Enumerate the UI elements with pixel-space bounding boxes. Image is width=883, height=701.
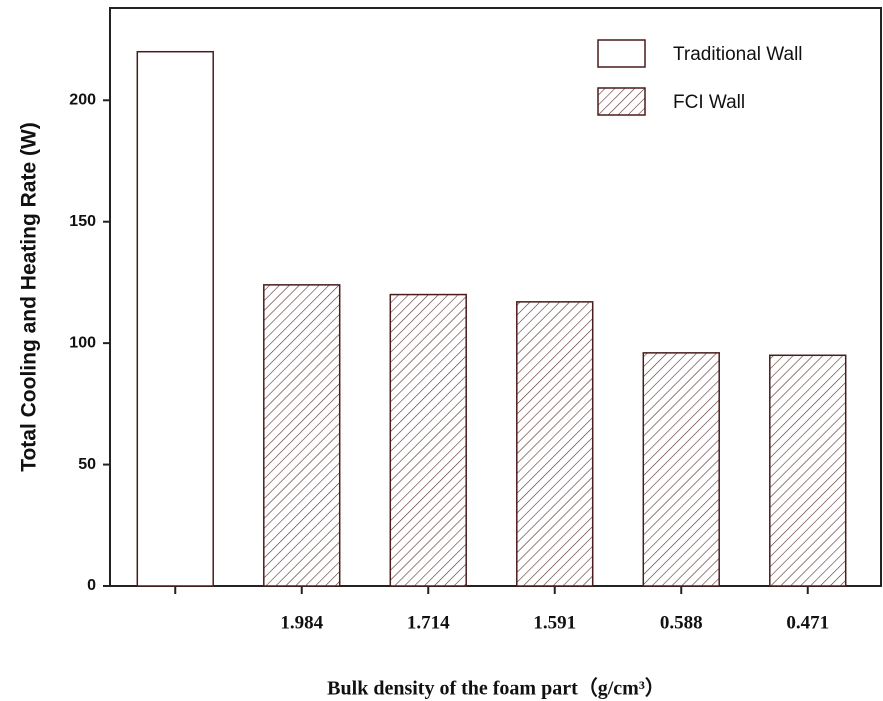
x-tick-label: 1.714 xyxy=(407,612,450,633)
bar xyxy=(136,50,214,587)
x-tick-label: 1.984 xyxy=(280,612,323,633)
bar xyxy=(516,301,594,587)
x-tick-label: 1.591 xyxy=(533,612,576,633)
plot-frame xyxy=(109,7,882,587)
legend-label: FCI Wall xyxy=(673,92,745,113)
bar xyxy=(389,293,467,587)
x-axis-label: Bulk density of the foam part（g/cm³） xyxy=(327,677,665,700)
bar xyxy=(769,354,847,587)
bar xyxy=(642,352,720,587)
y-tick-label: 50 xyxy=(78,456,96,473)
legend-swatch xyxy=(597,39,646,68)
legend-label: Traditional Wall xyxy=(673,44,803,65)
bar xyxy=(263,284,341,587)
y-tick-label: 0 xyxy=(87,577,96,594)
legend-swatch xyxy=(597,87,646,116)
y-tick-label: 150 xyxy=(69,213,96,230)
y-axis-label: Total Cooling and Heating Rate (W) xyxy=(18,122,41,472)
y-tick-label: 200 xyxy=(69,92,96,109)
x-tick-label: 0.588 xyxy=(660,612,703,633)
y-tick-label: 100 xyxy=(69,334,96,351)
x-tick-label: 0.471 xyxy=(786,612,829,633)
